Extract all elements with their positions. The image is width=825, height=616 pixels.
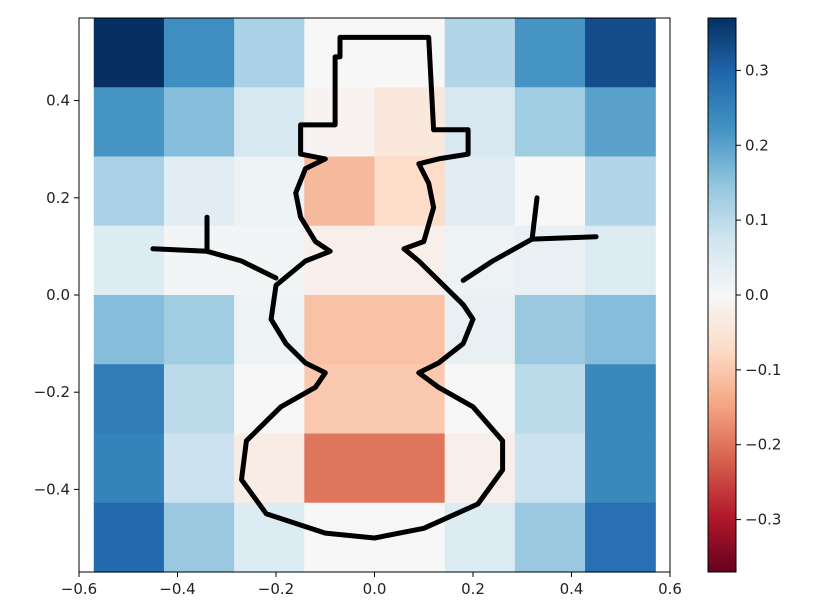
heatmap-cell-r1-c7 xyxy=(585,87,656,158)
heatmap-cell-r6-c7 xyxy=(585,433,656,504)
heatmap-cell-r3-c3 xyxy=(304,225,376,296)
heatmap-cell-r4-c4 xyxy=(374,295,446,365)
y-tick-label: 0.4 xyxy=(46,92,70,110)
snowman-right-arm xyxy=(460,234,599,283)
heatmap-cell-r2-c3 xyxy=(304,156,376,227)
x-tick-label: −0.4 xyxy=(159,580,195,598)
heatmap-cell-r5-c7 xyxy=(585,364,656,435)
heatmap-cell-r0-c5 xyxy=(444,18,516,88)
heatmap-cell-r2-c4 xyxy=(374,156,446,227)
heatmap-cell-r4-c6 xyxy=(514,295,586,365)
snowman-left-arm xyxy=(150,246,279,281)
x-tick-label: 0.6 xyxy=(658,580,682,598)
y-axis: 0.4 0.2 0.0 −0.2 −0.4 xyxy=(34,92,79,498)
y-tick-label: 0.2 xyxy=(46,189,70,207)
heatmap-cell-r0-c4 xyxy=(374,18,446,88)
heatmap-cell-r0-c1 xyxy=(163,18,235,88)
snowman-body-outline xyxy=(239,34,506,541)
heatmap-cell-r0-c7 xyxy=(585,18,656,88)
heatmap-cell-r3-c0 xyxy=(93,225,165,296)
heatmap-cell-r0-c6 xyxy=(514,18,586,88)
heatmap-cell-r5-c0 xyxy=(93,364,165,435)
heatmap-cell-r6-c1 xyxy=(163,433,235,504)
heatmap-cell-r4-c5 xyxy=(444,295,516,365)
heatmap-cell-r5-c3 xyxy=(304,364,376,435)
heatmap-cell-r3-c5 xyxy=(444,225,516,296)
heatmap-cell-r4-c1 xyxy=(163,295,235,365)
heatmap-cell-r6-c4 xyxy=(374,433,446,504)
colorbar-tick-label: 0.2 xyxy=(745,136,769,154)
colorbar-tick-label: −0.3 xyxy=(745,511,781,529)
heatmap-cell-r1-c0 xyxy=(93,87,165,158)
heatmap-cell-r2-c6 xyxy=(514,156,586,227)
colorbar-tick-label: 0.3 xyxy=(745,61,769,79)
heatmap-cell-r4-c7 xyxy=(585,295,656,365)
heatmap-cell-r7-c0 xyxy=(93,502,165,573)
x-tick-label: −0.2 xyxy=(258,580,294,598)
heatmap-cell-r2-c0 xyxy=(93,156,165,227)
colorbar-tick-label: 0.1 xyxy=(745,211,769,229)
heatmap-cell-r4-c0 xyxy=(93,295,165,365)
colorbar-gradient xyxy=(707,17,737,573)
heatmap-cell-r7-c7 xyxy=(585,502,656,573)
heatmap-cell-r3-c1 xyxy=(163,225,235,296)
heatmap-cell-r6-c0 xyxy=(93,433,165,504)
heatmap-cell-r7-c1 xyxy=(163,502,235,573)
x-axis: −0.6 −0.4 −0.2 0.0 0.2 0.4 0.6 xyxy=(61,572,682,598)
colorbar: 0.3 0.2 0.1 0.0 −0.1 −0.2 −0.3 xyxy=(707,17,781,573)
heatmap-cell-r1-c2 xyxy=(234,87,305,158)
heatmap-cell-r1-c3 xyxy=(304,87,376,158)
x-tick-label: 0.0 xyxy=(363,580,387,598)
colorbar-ticks: 0.3 0.2 0.1 0.0 −0.1 −0.2 −0.3 xyxy=(736,61,781,529)
heatmap-cell-r0-c0 xyxy=(93,18,165,88)
heatmap-cell-r5-c6 xyxy=(514,364,586,435)
heatmap-cell-r6-c3 xyxy=(304,433,376,504)
heatmap-cell-r4-c3 xyxy=(304,295,376,365)
heatmap-cell-r2-c1 xyxy=(163,156,235,227)
heatmap-cell-r1-c6 xyxy=(514,87,586,158)
heatmap-cell-r5-c1 xyxy=(163,364,235,435)
heatmap-cell-r1-c5 xyxy=(444,87,516,158)
colorbar-tick-label: 0.0 xyxy=(745,286,769,304)
x-tick-label: −0.6 xyxy=(61,580,97,598)
heatmap-cell-r0-c2 xyxy=(234,18,305,88)
y-tick-label: −0.4 xyxy=(34,480,70,498)
heatmap-cells xyxy=(93,18,656,573)
heatmap-cell-r7-c6 xyxy=(514,502,586,573)
colorbar-tick-label: −0.1 xyxy=(745,361,781,379)
heatmap-cell-r5-c4 xyxy=(374,364,446,435)
heatmap-cell-r3-c4 xyxy=(374,225,446,296)
snowman-overlay xyxy=(150,34,599,541)
x-tick-label: 0.4 xyxy=(560,580,584,598)
heatmap-cell-r2-c7 xyxy=(585,156,656,227)
heatmap-cell-r2-c5 xyxy=(444,156,516,227)
heatmap-cell-r1-c1 xyxy=(163,87,235,158)
snowman-right-twig xyxy=(529,195,540,242)
y-tick-label: 0.0 xyxy=(46,286,70,304)
y-tick-label: −0.2 xyxy=(34,383,70,401)
colorbar-tick-label: −0.2 xyxy=(745,436,781,454)
heatmap-cell-r6-c6 xyxy=(514,433,586,504)
x-tick-label: 0.2 xyxy=(461,580,485,598)
heatmap-cell-r2-c2 xyxy=(234,156,305,227)
